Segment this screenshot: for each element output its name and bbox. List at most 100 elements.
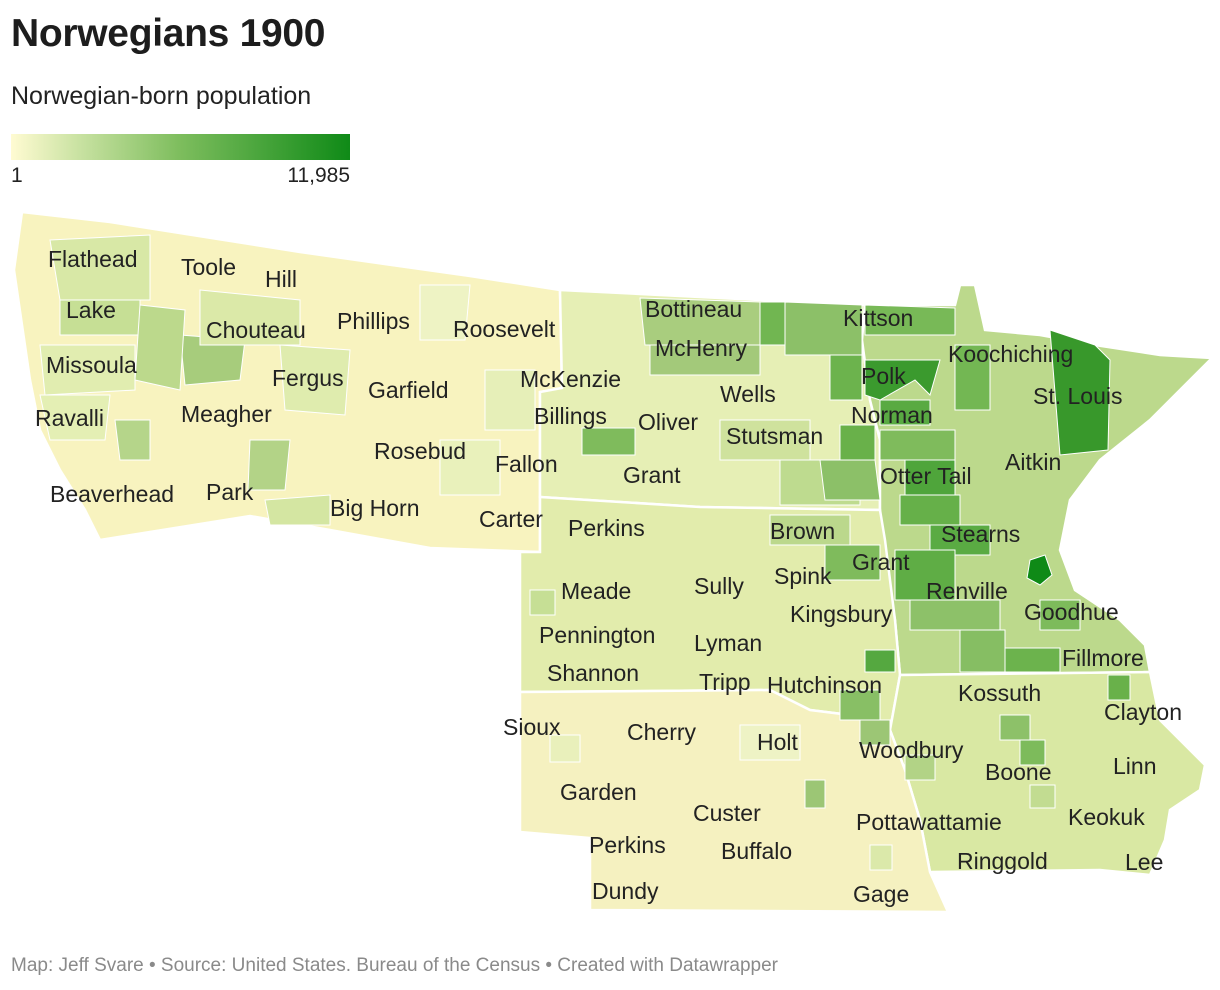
county-beltrami[interactable] (954, 344, 991, 411)
map-label: Buffalo (721, 838, 792, 864)
map-label: Chouteau (206, 317, 306, 343)
county-ravalli[interactable] (39, 394, 111, 441)
map-label: Otter Tail (880, 463, 972, 489)
map-label: Keokuk (1068, 804, 1145, 830)
map-label: Koochiching (948, 341, 1073, 367)
county-fergus[interactable] (279, 344, 351, 416)
map-label: Perkins (568, 515, 645, 541)
county-dawson[interactable] (484, 369, 536, 431)
county-missoula[interactable] (39, 344, 136, 396)
map-label: Missoula (46, 352, 137, 378)
map-label: Wells (720, 381, 776, 407)
county-saunders[interactable] (869, 844, 893, 871)
county-valley[interactable] (419, 284, 471, 341)
county-winnebago[interactable] (999, 714, 1031, 741)
county-traill[interactable] (839, 424, 876, 461)
map-label: Shannon (547, 660, 639, 686)
page-subtitle: Norwegian-born population (11, 82, 312, 110)
county-clay[interactable] (879, 429, 956, 461)
county-pope[interactable] (929, 524, 991, 556)
county-goodhue[interactable] (1039, 599, 1081, 631)
county-lincoln-sd[interactable] (859, 719, 891, 746)
county-grandforks[interactable] (829, 354, 863, 401)
map-label: Lee (1125, 849, 1163, 875)
county-yellowstone[interactable] (264, 494, 331, 526)
county-kittson[interactable] (864, 304, 956, 336)
map-label: Holt (757, 729, 799, 755)
map-label: Grant (623, 462, 681, 488)
county-lewis[interactable] (134, 304, 186, 391)
map-label: McHenry (655, 335, 748, 361)
county-gallatin[interactable] (247, 439, 291, 491)
county-stlouis[interactable] (1049, 329, 1111, 456)
map-label: Fallon (495, 451, 558, 477)
county-mchenry[interactable] (649, 344, 761, 376)
county-fillmore[interactable] (1004, 647, 1061, 673)
map-label: Rosebud (374, 438, 466, 464)
map-label: Ringgold (957, 848, 1048, 874)
map-label: Woodbury (859, 737, 964, 763)
map-label: Carter (479, 506, 543, 532)
map-label: Brown (770, 518, 835, 544)
county-butte[interactable] (529, 589, 556, 616)
map-label: Sioux (503, 714, 561, 740)
county-hennepin[interactable] (1026, 554, 1053, 586)
state-nebraska[interactable] (518, 688, 950, 914)
map-label: Dundy (592, 878, 659, 904)
map-label: Kingsbury (790, 601, 893, 627)
map-label: Norman (851, 402, 933, 428)
map-label: Aitkin (1005, 449, 1061, 475)
county-story[interactable] (1019, 739, 1046, 766)
county-phelps[interactable] (804, 779, 826, 809)
page-title: Norwegians 1900 (11, 12, 326, 55)
county-holt[interactable] (739, 724, 801, 761)
map-label: Garden (560, 779, 637, 805)
county-codington[interactable] (824, 544, 881, 581)
map-label: Lake (66, 297, 116, 323)
map-label: Beaverhead (50, 481, 174, 507)
map-label: Kittson (843, 305, 913, 331)
map-label: Hutchinson (767, 672, 882, 698)
source-footer: Map: Jeff Svare • Source: United States.… (11, 955, 779, 976)
county-flathead[interactable] (49, 234, 151, 301)
county-lincoln-mn[interactable] (864, 649, 896, 673)
map-label: Renville (926, 578, 1008, 604)
county-custer-mt[interactable] (439, 439, 501, 496)
county-cass[interactable] (819, 459, 881, 501)
map-label: Clayton (1104, 699, 1182, 725)
map-label: Linn (1113, 753, 1156, 779)
county-renville-nd[interactable] (759, 301, 786, 346)
county-polk[interactable] (864, 359, 941, 401)
county-freeborn[interactable] (959, 629, 1006, 673)
map-label: Flathead (48, 246, 138, 272)
county-deerlodge[interactable] (114, 419, 151, 461)
county-winneshiek[interactable] (1107, 674, 1131, 701)
county-sioux-ne[interactable] (549, 734, 581, 763)
map-label: Phillips (337, 308, 410, 334)
legend-max-label: 11,985 (287, 164, 350, 187)
map-label: Lyman (694, 630, 762, 656)
map-label: Grant (852, 549, 910, 575)
map-label: Roosevelt (453, 316, 556, 342)
map-label: Spink (774, 563, 832, 589)
map-label: Custer (693, 800, 761, 826)
map-label: Billings (534, 403, 607, 429)
map-label: Tripp (699, 669, 751, 695)
county-woodbury[interactable] (904, 754, 936, 781)
county-norman[interactable] (879, 399, 931, 426)
map-label: Ravalli (35, 405, 104, 431)
map-label: Bottineau (645, 296, 742, 322)
map-label: Stutsman (726, 423, 823, 449)
county-labels: Flathead Toole Hill Lake Chouteau Philli… (35, 246, 1182, 907)
map-label: McKenzie (520, 366, 621, 392)
county-polk-ia[interactable] (1029, 784, 1056, 809)
county-mercer[interactable] (581, 427, 636, 456)
county-renville-mn[interactable] (909, 599, 1001, 631)
map-label: St. Louis (1033, 383, 1123, 409)
county-chouteau[interactable] (199, 289, 301, 346)
map-label: Boone (985, 759, 1052, 785)
map-label: Pottawattamie (856, 809, 1002, 835)
map-label: Polk (861, 363, 906, 389)
map-label: Gage (853, 881, 909, 907)
